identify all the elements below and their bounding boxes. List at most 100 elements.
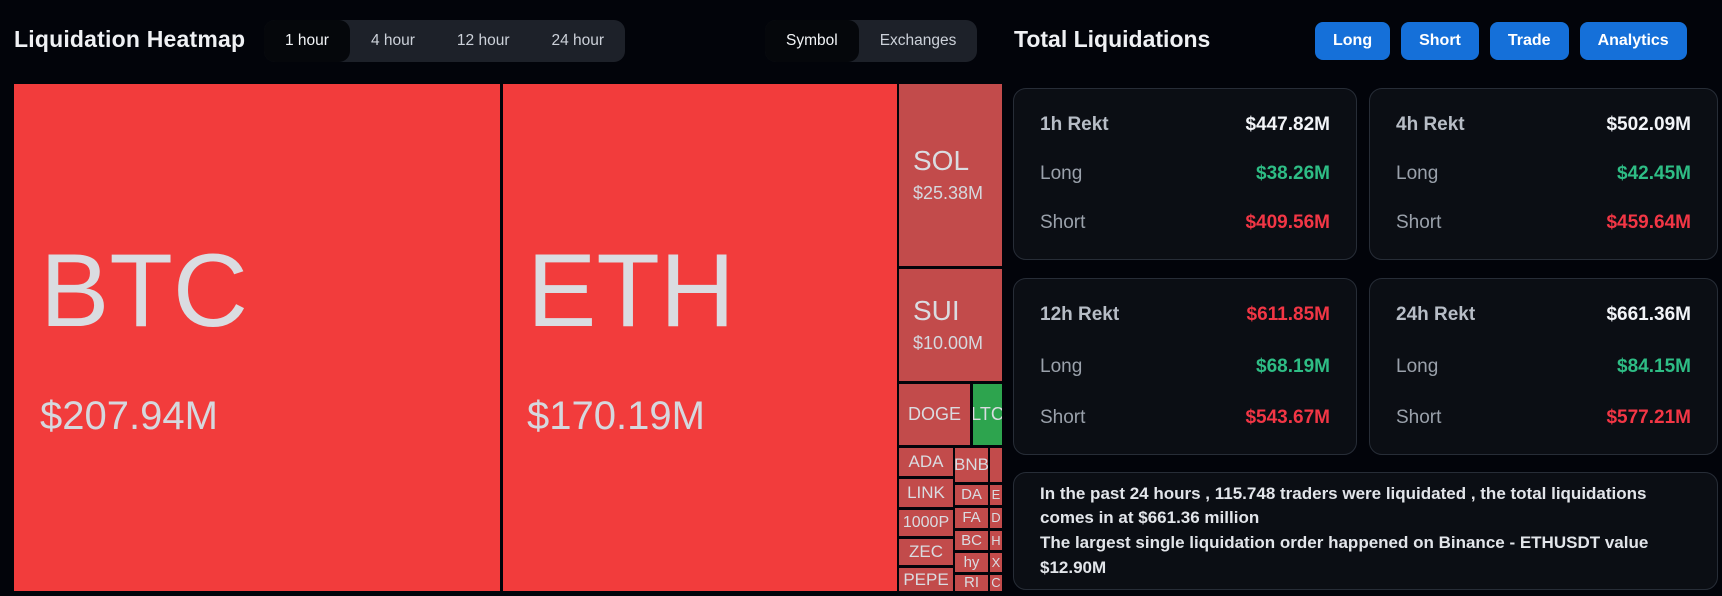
summary-line-1: In the past 24 hours , 115.748 traders w…: [1040, 483, 1647, 528]
cell-symbol: LINK: [907, 483, 945, 503]
tab-12-hour[interactable]: 12 hour: [456, 32, 510, 49]
stat-row: Short $409.56M: [1040, 212, 1330, 234]
treemap-cell-ri[interactable]: RI: [955, 575, 988, 591]
stat-value: $661.36M: [1606, 304, 1691, 325]
summary-line-2: The largest single liquidation order hap…: [1040, 533, 1649, 577]
stat-label: 24h Rekt: [1396, 304, 1476, 325]
cell-value: $170.19M: [527, 394, 705, 439]
cell-symbol: DA: [961, 486, 982, 504]
treemap-cell-ltc[interactable]: LTC: [973, 384, 1002, 445]
stat-value: $502.09M: [1606, 114, 1691, 135]
treemap-cell-x[interactable]: X: [990, 553, 1002, 572]
short-button[interactable]: Short: [1401, 22, 1479, 60]
cell-symbol: SUI: [913, 294, 960, 326]
trade-button[interactable]: Trade: [1489, 22, 1569, 60]
cell-symbol: LTC: [973, 404, 1002, 425]
tab-1-hour[interactable]: 1 hour: [264, 20, 350, 62]
tab-4-hour[interactable]: 4 hour: [370, 32, 415, 49]
treemap-cell-fa[interactable]: FA: [955, 508, 988, 528]
cell-symbol: RI: [964, 575, 979, 591]
toggle-exchanges[interactable]: Exchanges: [879, 32, 957, 49]
cell-value: $10.00M: [913, 333, 984, 354]
cell-symbol: X: [991, 554, 1001, 570]
symbol-exchanges-toggle: Symbol Exchanges: [765, 20, 978, 62]
cell-symbol: ZEC: [909, 542, 943, 562]
cell-symbol: BC: [961, 531, 982, 549]
stat-label: Long: [1040, 163, 1083, 184]
treemap-cell-da[interactable]: DA: [955, 485, 988, 505]
treemap-cell-bc[interactable]: BC: [955, 531, 988, 550]
page-title: Liquidation Heatmap: [14, 26, 246, 52]
stat-label: 4h Rekt: [1396, 114, 1465, 135]
cell-value: $25.38M: [913, 183, 984, 204]
stat-card-1h: 1h Rekt $447.82M Long $38.26M Short $409.56M: [1013, 88, 1357, 260]
stat-row: Long $84.15M: [1396, 356, 1691, 378]
stat-card-24h: 24h Rekt $661.36M Long $84.15M Short $577.21M: [1369, 278, 1718, 455]
treemap-cell-doge[interactable]: DOGE: [899, 384, 970, 445]
stat-value: $447.82M: [1245, 114, 1330, 135]
stat-row: 24h Rekt $661.36M: [1396, 304, 1691, 326]
treemap-cell-1000p[interactable]: 1000P: [899, 510, 953, 536]
stat-label: Short: [1040, 407, 1086, 428]
stats-grid: 1h Rekt $447.82M Long $38.26M Short $409.56M 4…: [1013, 88, 1718, 455]
cell-symbol: DOGE: [907, 404, 961, 425]
cell-symbol: ADA: [908, 452, 944, 472]
stat-row: Short $577.21M: [1396, 407, 1691, 429]
stat-label: Short: [1040, 212, 1086, 233]
treemap-cell-blank[interactable]: [990, 448, 1002, 482]
stat-value: $68.19M: [1256, 355, 1330, 377]
stat-value: $42.45M: [1617, 163, 1691, 184]
stat-row: Short $543.67M: [1040, 407, 1330, 429]
treemap-cell-e[interactable]: E: [990, 485, 1002, 505]
treemap-cell-sui[interactable]: SUI $10.00M: [899, 269, 1002, 381]
stat-row: Long $68.19M: [1040, 356, 1330, 378]
stat-value: $543.67M: [1245, 407, 1330, 428]
cell-symbol: SOL: [913, 144, 970, 176]
treemap-cell-pepe[interactable]: PEPE: [899, 568, 953, 591]
cell-symbol: E: [991, 487, 1001, 503]
treemap-cell-hy[interactable]: hy: [955, 553, 988, 572]
cell-symbol: ETH: [527, 232, 735, 349]
treemap-cell-btc[interactable]: BTC $207.94M: [14, 84, 500, 591]
stat-label: Short: [1396, 407, 1442, 428]
treemap-cell-link[interactable]: LINK: [899, 479, 953, 507]
treemap-cell-zec[interactable]: ZEC: [899, 539, 953, 565]
stat-value: $84.15M: [1617, 355, 1691, 377]
treemap-cell-c[interactable]: C: [990, 575, 1002, 591]
cell-symbol: 1000P: [902, 513, 950, 531]
stat-row: Long $38.26M: [1040, 163, 1330, 185]
action-buttons: Long Short Trade Analytics: [1315, 22, 1687, 60]
toggle-symbol[interactable]: Symbol: [765, 20, 859, 62]
cell-symbol: hy: [963, 553, 980, 571]
cell-symbol: C: [991, 575, 1001, 591]
stat-value: $409.56M: [1245, 212, 1330, 233]
cell-symbol: BTC: [40, 232, 248, 349]
stat-value: $577.21M: [1606, 407, 1691, 428]
analytics-button[interactable]: Analytics: [1579, 22, 1687, 60]
stat-row: 1h Rekt $447.82M: [1040, 114, 1330, 136]
tab-24-hour[interactable]: 24 hour: [551, 32, 605, 49]
cell-value: $207.94M: [40, 394, 218, 439]
long-button[interactable]: Long: [1315, 22, 1391, 60]
treemap-cell-bnb[interactable]: BNB: [955, 448, 988, 482]
time-range-tabs: 1 hour 4 hour 12 hour 24 hour: [264, 20, 626, 62]
stat-label: Long: [1040, 355, 1083, 377]
stat-value: $611.85M: [1246, 304, 1330, 325]
stat-value: $459.64M: [1606, 212, 1691, 233]
stat-label: 1h Rekt: [1040, 114, 1109, 135]
stat-label: Long: [1396, 355, 1439, 377]
cell-symbol: PEPE: [903, 569, 949, 589]
stat-row: Long $42.45M: [1396, 163, 1691, 185]
treemap-cell-h[interactable]: H: [990, 531, 1002, 550]
stat-label: Long: [1396, 163, 1439, 184]
stat-row: Short $459.64M: [1396, 212, 1691, 234]
treemap-cell-d[interactable]: D: [990, 508, 1002, 528]
cell-symbol: BNB: [955, 455, 988, 475]
stat-row: 4h Rekt $502.09M: [1396, 114, 1691, 136]
treemap-cell-eth[interactable]: ETH $170.19M: [503, 84, 897, 591]
treemap-cell-ada[interactable]: ADA: [899, 448, 953, 476]
liquidation-treemap: BTC $207.94M ETH $170.19M SOL $25.38M SUI $10.0…: [14, 84, 1002, 591]
treemap-cell-sol[interactable]: SOL $25.38M: [899, 84, 1002, 266]
total-liquidations-title: Total Liquidations: [1014, 26, 1211, 52]
